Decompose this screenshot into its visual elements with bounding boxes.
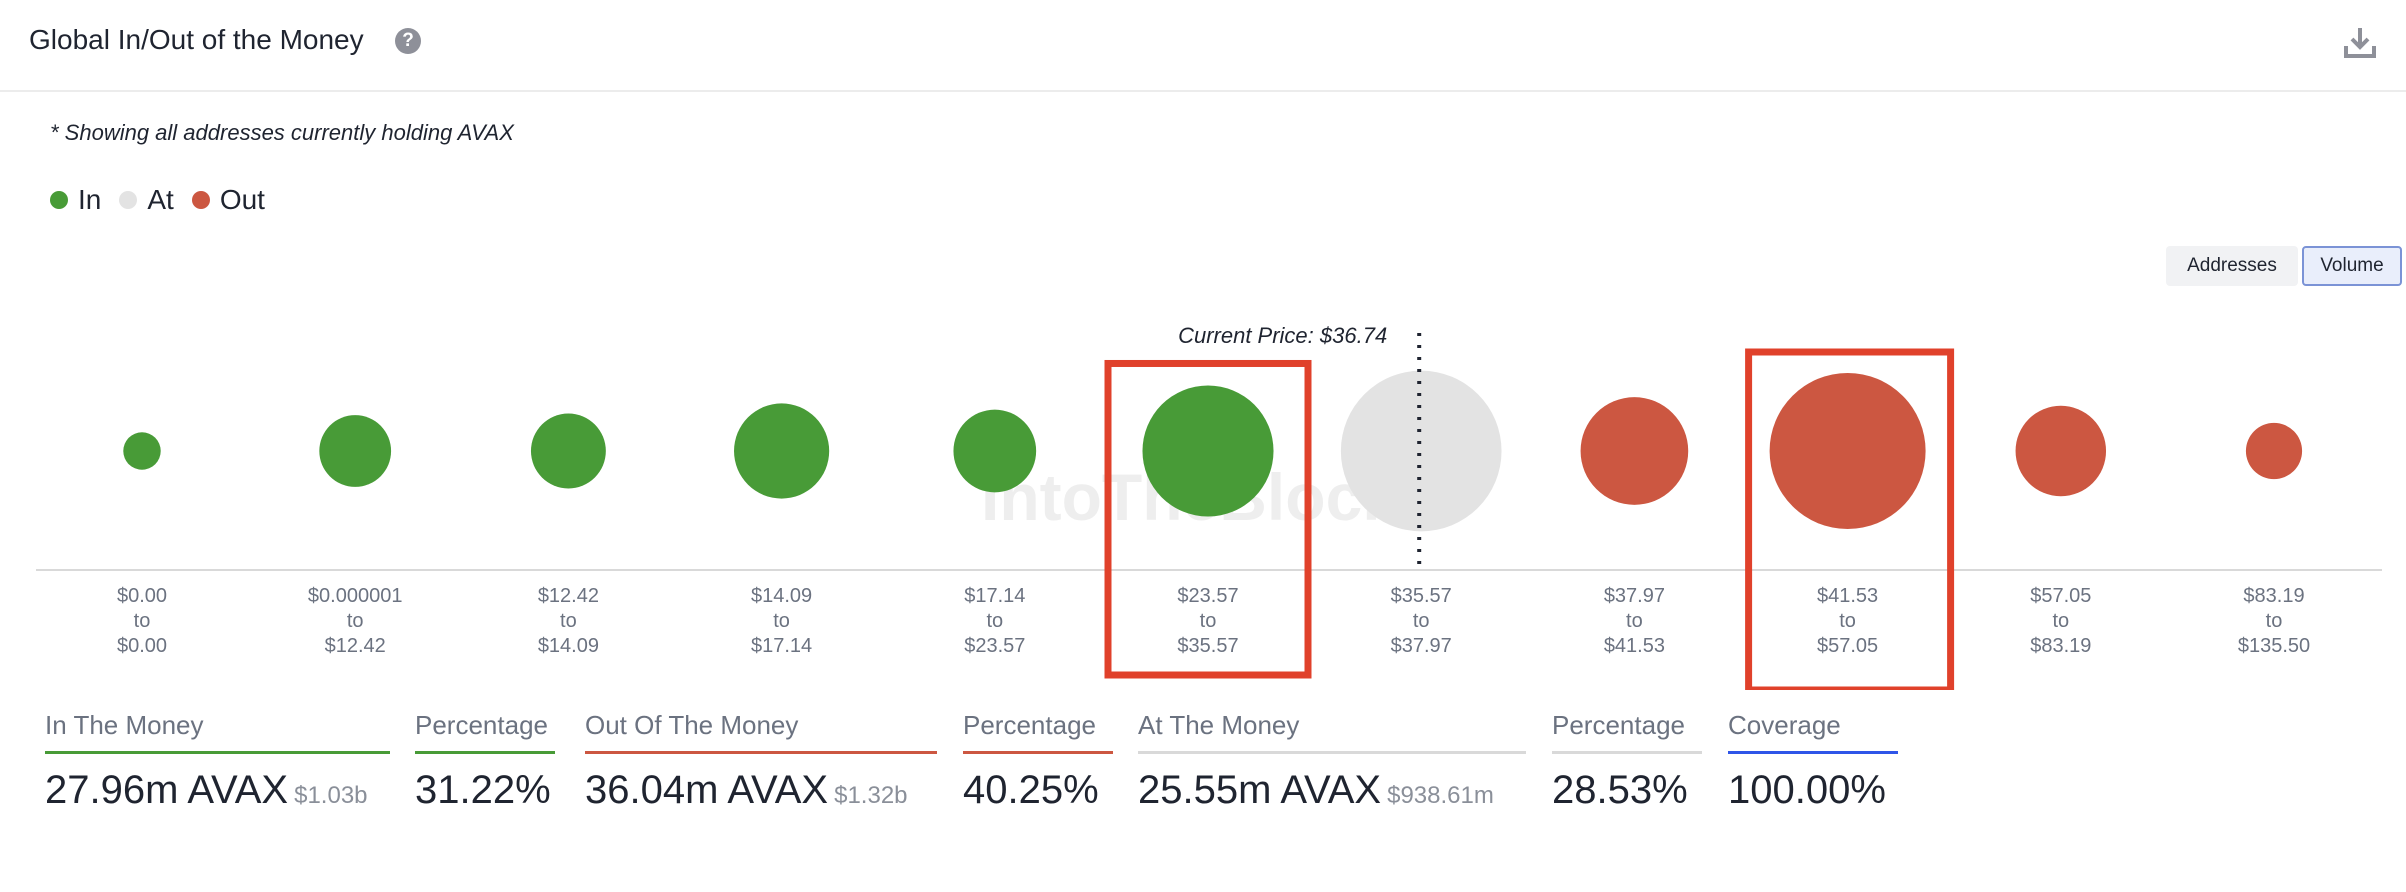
stat-value: 28.53% [1552,768,1688,812]
help-icon[interactable]: ? [395,28,421,54]
tick-label-to-word: to [347,610,364,632]
tick-label-to-word: to [2052,610,2069,632]
chart-legend: In At Out [50,184,283,216]
legend-label-in: In [78,184,102,215]
tick-label-to-word: to [986,610,1003,632]
stat-value: 100.00% [1728,768,1886,812]
stat-label: Out Of The Money [585,710,937,754]
stat-value-row: 100.00% [1728,768,1898,813]
tick-label-to-word: to [1839,610,1856,632]
bubble-out[interactable] [2245,422,2303,480]
stat-in-percentage: Percentage 31.22% [415,710,555,813]
stat-label: At The Money [1138,710,1526,754]
stat-value: 40.25% [963,768,1099,812]
stat-label: Percentage [1552,710,1702,754]
legend-item-in[interactable]: In [50,184,101,216]
current-price-label: Current Price: $36.74 [1178,323,1387,348]
tick-label-to: $23.57 [964,635,1025,657]
tick-label-to: $12.42 [325,635,386,657]
legend-item-out[interactable]: Out [191,184,265,216]
bubble-out[interactable] [2015,405,2107,497]
tick-label-from: $83.19 [2243,585,2304,607]
bubble-out[interactable] [1580,397,1689,505]
volume-toggle-button[interactable]: Volume [2302,246,2402,286]
stat-sub-value: $1.32b [834,782,908,809]
tick-label-to: $83.19 [2030,635,2091,657]
legend-label-at: At [147,184,174,215]
stat-sub-value: $1.03b [294,782,368,809]
stat-at-the-money: At The Money 25.55m AVAX $938.61m [1138,710,1526,813]
stat-label: Percentage [415,710,555,754]
stat-coverage: Coverage 100.00% [1728,710,1898,813]
stat-value: 36.04m AVAX [585,768,829,812]
stat-label: Percentage [963,710,1113,754]
stat-value: 25.55m AVAX [1138,768,1382,812]
holding-note: * Showing all addresses currently holdin… [50,120,514,145]
tick-label-to: $0.00 [117,635,167,657]
highlight-box [1745,348,1955,690]
stat-value-row: 25.55m AVAX $938.61m [1138,768,1526,813]
stat-at-percentage: Percentage 28.53% [1552,710,1702,813]
tick-label-to: $17.14 [751,635,812,657]
tick-label-to-word: to [2266,610,2283,632]
bubble-in[interactable] [1142,385,1274,517]
bubble-in[interactable] [530,413,606,489]
stat-out-percentage: Percentage 40.25% [963,710,1113,813]
stat-value-row: 40.25% [963,768,1113,813]
tick-label-to: $41.53 [1604,635,1665,657]
tick-label-from: $17.14 [964,585,1025,607]
legend-label-out: Out [219,184,265,215]
bubble-in[interactable] [319,415,392,487]
stat-value-row: 36.04m AVAX $1.32b [585,768,937,813]
stat-out-of-the-money: Out Of The Money 36.04m AVAX $1.32b [585,710,937,813]
tick-label-to-word: to [1200,610,1217,632]
bubble-in[interactable] [953,409,1037,493]
legend-dot-out [191,191,210,209]
widget-header: Global In/Out of the Money ? [0,0,2406,92]
stat-value: 31.22% [415,768,551,812]
tick-label-from: $41.53 [1817,585,1878,607]
tick-label-from: $0.000001 [308,585,403,607]
in-out-money-chart: IntoTheBlock$0.00to$0.00$0.000001to$12.4… [36,323,2382,690]
tick-label-from: $0.00 [117,585,167,607]
tick-label-from: $35.57 [1391,585,1452,607]
tick-label-from: $23.57 [1177,585,1238,607]
tick-label-to-word: to [1626,610,1643,632]
tick-label-to-word: to [773,610,790,632]
bubble-out[interactable] [1769,373,1926,529]
tick-label-to: $14.09 [538,635,599,657]
bubble-at[interactable] [1340,370,1502,532]
stat-label: Coverage [1728,710,1898,754]
summary-stats: In The Money 27.96m AVAX $1.03b Percentag… [0,710,2406,850]
stat-value-row: 27.96m AVAX $1.03b [45,768,390,813]
tick-label-to: $57.05 [1817,635,1878,657]
tick-label-from: $37.97 [1604,585,1665,607]
stat-value-row: 31.22% [415,768,555,813]
download-icon[interactable] [2342,24,2378,60]
bubble-in[interactable] [123,432,161,470]
stat-value-row: 28.53% [1552,768,1702,813]
stat-value: 27.96m AVAX [45,768,289,812]
addresses-toggle-button[interactable]: Addresses [2166,246,2298,286]
stat-sub-value: $938.61m [1387,782,1494,809]
tick-label-from: $14.09 [751,585,812,607]
highlight-box [1104,359,1312,679]
tick-label-to: $37.97 [1391,635,1452,657]
tick-label-to: $35.57 [1177,635,1238,657]
tick-label-to-word: to [560,610,577,632]
widget-title: Global In/Out of the Money [29,24,364,55]
legend-item-at[interactable]: At [119,184,174,216]
stat-in-the-money: In The Money 27.96m AVAX $1.03b [45,710,390,813]
tick-label-from: $57.05 [2030,585,2091,607]
tick-label-from: $12.42 [538,585,599,607]
legend-dot-in [50,191,68,209]
tick-label-to: $135.50 [2238,635,2310,657]
stat-label: In The Money [45,710,390,754]
legend-dot-at [119,191,138,209]
bubble-in[interactable] [734,403,830,499]
tick-label-to-word: to [134,610,151,632]
tick-label-to-word: to [1413,610,1430,632]
